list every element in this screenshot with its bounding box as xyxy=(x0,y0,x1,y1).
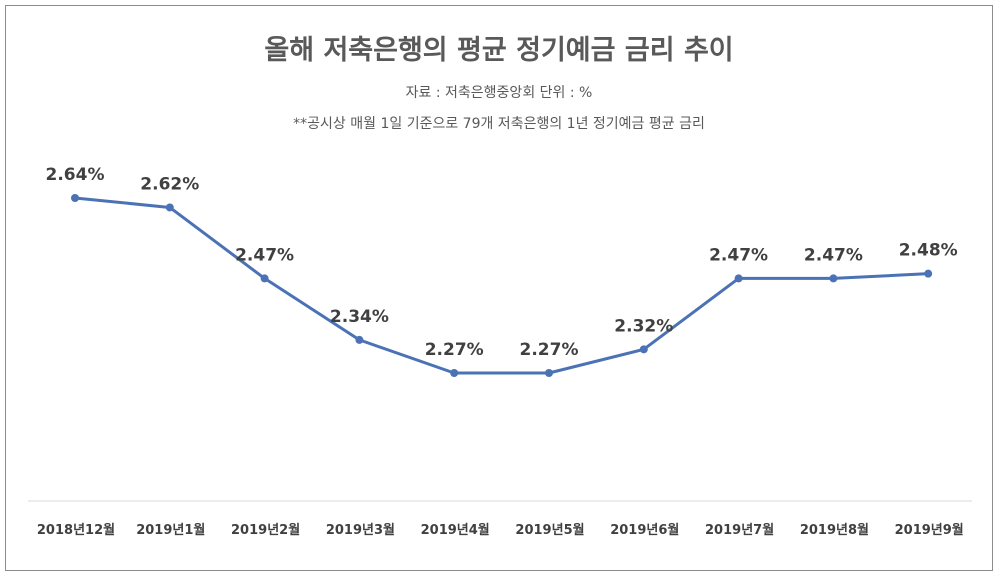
data-label: 2.47% xyxy=(235,245,294,265)
data-label: 2.47% xyxy=(804,245,863,265)
data-point xyxy=(355,335,364,344)
data-label: 2.27% xyxy=(520,340,579,360)
data-label: 2.34% xyxy=(330,307,389,327)
chart-title: 올해 저축은행의 평균 정기예금 금리 추이 xyxy=(264,35,734,66)
x-tick-label: 2019년7월 xyxy=(705,522,774,538)
x-tick-labels: 2018년12월 2019년1월 2019년2월 2019년3월 2019년4월 2019… xyxy=(37,522,964,538)
data-label: 2.47% xyxy=(709,245,768,265)
x-tick-label: 2019년2월 xyxy=(231,522,300,538)
data-label: 2.32% xyxy=(614,316,673,336)
data-point xyxy=(260,274,269,283)
data-labels: 2.64% 2.62% 2.47% 2.34% 2.27% 2.27% 2.32% 2.47%… xyxy=(46,165,958,360)
chart-frame: 올해 저축은행의 평균 정기예금 금리 추이 자료 : 저축은행중앙회 단위 :… xyxy=(5,5,993,571)
chart-subtitle: 자료 : 저축은행중앙회 단위 : % xyxy=(405,85,593,101)
data-point xyxy=(924,269,933,278)
x-tick-label: 2019년9월 xyxy=(895,522,964,538)
x-tick-label: 2019년1월 xyxy=(136,522,205,538)
x-tick-label: 2019년5월 xyxy=(515,522,584,538)
chart-note: **공시상 매월 1일 기준으로 79개 저축은행의 1년 정기예금 평균 금리 xyxy=(293,116,705,132)
x-tick-label: 2019년4월 xyxy=(421,522,490,538)
data-point xyxy=(829,274,838,283)
x-tick-label: 2019년8월 xyxy=(800,522,869,538)
data-label: 2.62% xyxy=(140,174,199,194)
data-point xyxy=(71,194,79,202)
data-point xyxy=(639,345,648,354)
data-points xyxy=(71,194,933,377)
data-label: 2.64% xyxy=(46,165,105,185)
series-line xyxy=(74,196,929,375)
data-point xyxy=(545,369,553,377)
data-label: 2.27% xyxy=(425,340,484,360)
data-label: 2.48% xyxy=(899,241,958,261)
data-point xyxy=(165,203,174,212)
data-point xyxy=(450,369,459,377)
x-tick-label: 2019년6월 xyxy=(610,522,679,538)
x-tick-label: 2019년3월 xyxy=(326,522,395,538)
data-point xyxy=(734,274,743,283)
x-tick-label: 2018년12월 xyxy=(37,522,115,538)
